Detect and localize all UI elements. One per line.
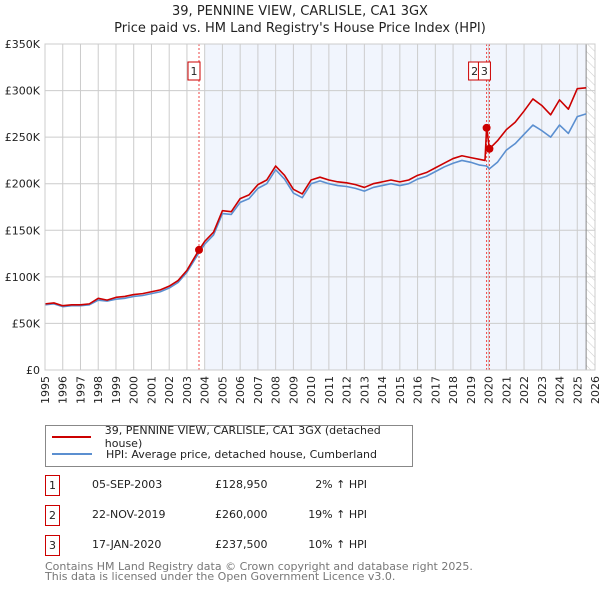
x-tick-label: 1995 [39, 376, 52, 404]
sale-marker-badge: 1 [45, 475, 60, 496]
hpi-change: 10% ↑ HPI [308, 538, 367, 551]
sale-marker-label: 2 [471, 65, 478, 78]
legend-swatch [52, 453, 92, 455]
sale-marker-box [187, 61, 201, 81]
plot-border [44, 43, 596, 371]
x-tick-label: 2016 [412, 376, 425, 404]
x-tick-label: 1999 [110, 376, 123, 404]
x-tick-label: 2011 [323, 376, 336, 404]
hpi-line [44, 113, 587, 308]
y-tick-label: £200K [5, 178, 41, 191]
sale-date: 22-NOV-2019 [92, 508, 166, 521]
x-tick-label: 1996 [57, 376, 70, 404]
y-tick-label: £300K [5, 85, 41, 98]
x-tick-label: 2001 [145, 376, 158, 404]
transaction-row: 2 22-NOV-2019 £260,000 19% ↑ HPI [45, 505, 445, 527]
sale-date: 05-SEP-2003 [92, 478, 163, 491]
y-tick-label: £250K [5, 131, 41, 144]
shaded-period [204, 44, 587, 370]
y-tick-label: £350K [5, 38, 41, 51]
y-tick-label: £100K [5, 271, 41, 284]
transaction-row: 3 17-JAN-2020 £237,500 10% ↑ HPI [45, 535, 445, 557]
x-tick-label: 2000 [128, 376, 141, 404]
x-tick-label: 2012 [341, 376, 354, 404]
hatched-future-period [586, 44, 595, 370]
x-tick-label: 2013 [358, 376, 371, 404]
sale-marker-label: 3 [481, 65, 488, 78]
sale-marker-box [477, 61, 491, 81]
sale-price: £128,950 [215, 478, 268, 491]
sale-marker-badge: 3 [45, 535, 60, 556]
sale-marker-badge: 2 [45, 505, 60, 526]
price-paid-line [44, 86, 587, 307]
x-tick-label: 2009 [287, 376, 300, 404]
x-tick-label: 2010 [305, 376, 318, 404]
x-tick-label: 2017 [429, 376, 442, 404]
footer: Contains HM Land Registry data © Crown c… [45, 560, 473, 583]
legend-label: 39, PENNINE VIEW, CARLISLE, CA1 3GX (det… [104, 424, 381, 450]
legend-item-property: 39, PENNINE VIEW, CARLISLE, CA1 3GX (det… [46, 424, 412, 450]
y-tick-label: £50K [12, 317, 41, 330]
sale-point [195, 245, 203, 254]
x-tick-label: 2004 [199, 376, 212, 404]
hpi-change: 19% ↑ HPI [308, 508, 367, 521]
x-tick-label: 2007 [252, 376, 265, 404]
sale-price: £260,000 [215, 508, 268, 521]
x-tick-label: 2024 [554, 376, 567, 404]
x-tick-label: 2014 [376, 376, 389, 404]
x-tick-label: 1998 [92, 376, 105, 404]
price-chart: 1995 1996 1997 1998 1999 2000 2001 2002 2003 2004… [5, 38, 600, 404]
sale-marker-label: 1 [191, 65, 198, 78]
x-tick-label: 2021 [500, 376, 513, 404]
licence-text: This data is licensed under the Open Gov… [45, 570, 396, 583]
x-tick-label: 2006 [234, 376, 247, 404]
x-tick-label: 2005 [216, 376, 229, 404]
y-tick-label: £0 [26, 364, 40, 377]
x-tick-label: 2025 [571, 376, 584, 404]
x-tick-label: 2020 [483, 376, 496, 404]
x-tick-label: 2002 [163, 376, 176, 404]
y-tick-label: £150K [5, 224, 41, 237]
x-tick-label: 2008 [270, 376, 283, 404]
sale-point [485, 144, 494, 153]
sale-price: £237,500 [215, 538, 268, 551]
x-tick-label: 2015 [394, 376, 407, 404]
copyright-text: Contains HM Land Registry data © Crown c… [45, 560, 473, 573]
legend: 39, PENNINE VIEW, CARLISLE, CA1 3GX (det… [45, 424, 413, 467]
x-tick-label: 2018 [447, 376, 460, 404]
chart-subtitle: Price paid vs. HM Land Registry's House … [114, 21, 486, 36]
x-tick-label: 2019 [465, 376, 478, 404]
hpi-change: 2% ↑ HPI [315, 478, 367, 491]
x-tick-label: 2023 [536, 376, 549, 404]
sale-point [482, 123, 491, 132]
legend-item-hpi: HPI: Average price, detached house, Cumb… [46, 446, 377, 462]
legend-label: HPI: Average price, detached house, Cumb… [106, 447, 378, 461]
chart-title: 39, PENNINE VIEW, CARLISLE, CA1 3GX [172, 4, 428, 19]
x-tick-label: 2022 [518, 376, 531, 404]
x-tick-label: 2026 [589, 376, 600, 404]
transaction-row: 1 05-SEP-2003 £128,950 2% ↑ HPI [45, 475, 445, 497]
legend-swatch [52, 436, 91, 438]
x-tick-label: 2003 [181, 376, 194, 404]
sale-date: 17-JAN-2020 [92, 538, 162, 551]
x-tick-label: 1997 [74, 376, 87, 404]
